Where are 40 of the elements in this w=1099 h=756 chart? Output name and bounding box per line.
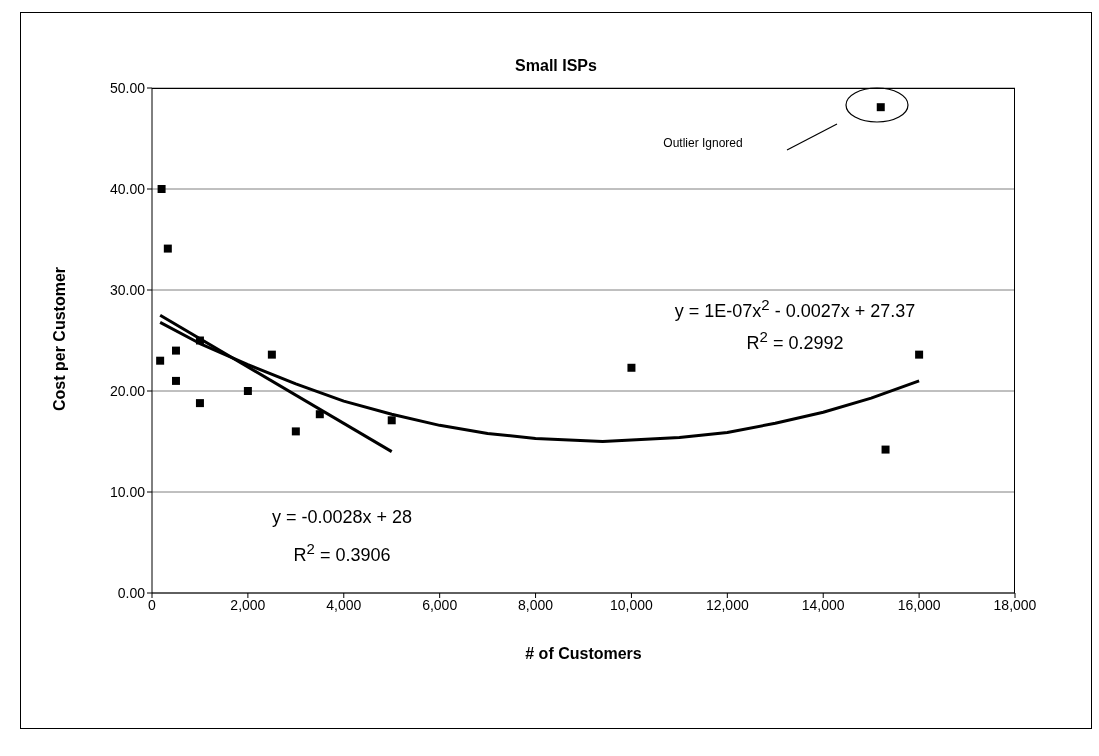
y-tick-label: 40.00 (109, 180, 146, 197)
annotation: y = -0.0028x + 28 (270, 507, 414, 529)
point (171, 376, 180, 385)
point (195, 399, 204, 408)
point (267, 350, 276, 359)
point (387, 416, 396, 425)
y-tick-label: 0.00 (117, 584, 146, 601)
point (195, 336, 204, 345)
x-tick-label: 2,000 (230, 596, 266, 613)
annotation: Outlier Ignored (662, 135, 744, 151)
point (315, 410, 324, 419)
x-tick-label: 18,000 (993, 596, 1037, 613)
point (157, 185, 166, 193)
x-tick-label: 14,000 (801, 596, 845, 613)
point (243, 387, 252, 395)
annotation: y = 1E-07x$^{2}$ - 0.0027x + 27.37 (673, 296, 917, 323)
annotation: R$^{2}$ = 0.3906 (292, 540, 392, 567)
point (163, 244, 172, 253)
y-tick-label: 50.00 (109, 79, 146, 96)
x-tick-label: 6,000 (422, 596, 458, 613)
point (915, 350, 924, 359)
x-tick-label: 16,000 (897, 596, 941, 613)
point (171, 346, 180, 355)
x-tick-label: 10,000 (610, 596, 654, 613)
y-tick-label: 20.00 (109, 382, 146, 399)
y-tick-label: 30.00 (109, 281, 146, 298)
point (876, 103, 885, 112)
y-tick-label: 10.00 (109, 483, 146, 500)
x-tick-label: 12,000 (705, 596, 749, 613)
point (291, 427, 300, 436)
x-tick-label: 0 (148, 596, 157, 613)
chart-title: Small ISPs (514, 57, 598, 75)
point (881, 445, 890, 454)
y-axis-title: Cost per Customer (51, 266, 69, 413)
point (156, 356, 165, 365)
x-tick-label: 4,000 (326, 596, 362, 613)
x-axis-title: # of Customers (524, 645, 643, 663)
annotation: R$^{2}$ = 0.2992 (745, 328, 845, 355)
point (627, 363, 636, 372)
x-tick-label: 8,000 (518, 596, 554, 613)
